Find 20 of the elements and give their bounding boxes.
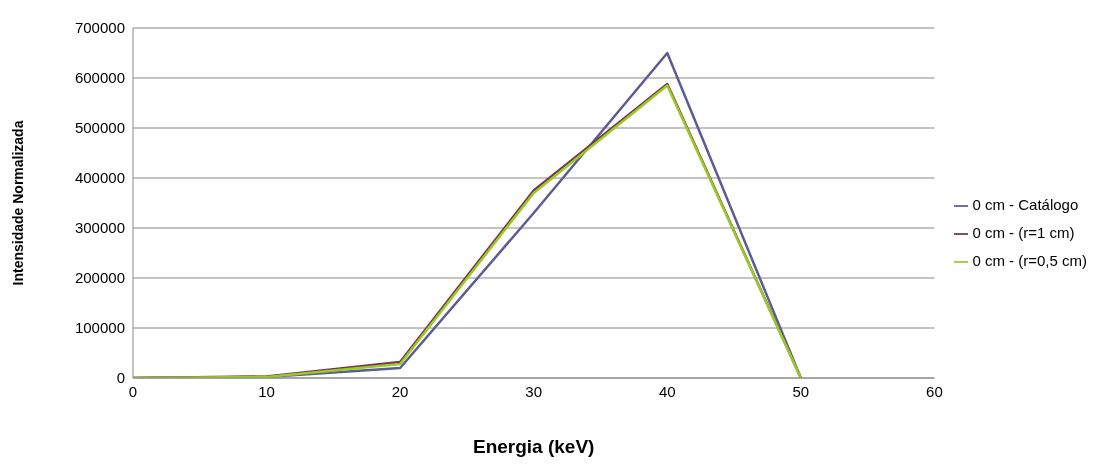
legend-label: 0 cm - (r=0,5 cm): [972, 252, 1087, 269]
y-tick-label: 500000: [74, 119, 125, 137]
x-tick-label: 20: [391, 382, 409, 400]
y-axis-title: Intensidade Normalizada: [9, 120, 26, 286]
legend-label: 0 cm - Catálogo: [972, 196, 1079, 213]
y-tick-label: 600000: [74, 69, 125, 87]
x-tick-label: 60: [926, 382, 943, 400]
x-tick-label: 10: [258, 382, 275, 400]
legend-label: 0 cm - (r=1 cm): [972, 224, 1075, 241]
y-tick-label: 100000: [74, 319, 125, 337]
y-tick-label: 700000: [74, 19, 125, 37]
y-tick-label: 400000: [74, 169, 125, 187]
x-tick-label: 0: [128, 382, 138, 400]
y-tick-label: 200000: [74, 269, 125, 287]
x-axis-title: Energia (keV): [472, 436, 595, 457]
x-tick-label: 50: [792, 382, 810, 400]
y-tick-label: 300000: [74, 219, 125, 237]
y-tick-label: 0: [116, 369, 125, 387]
x-tick-label: 40: [658, 382, 676, 400]
x-tick-label: 30: [525, 382, 543, 400]
